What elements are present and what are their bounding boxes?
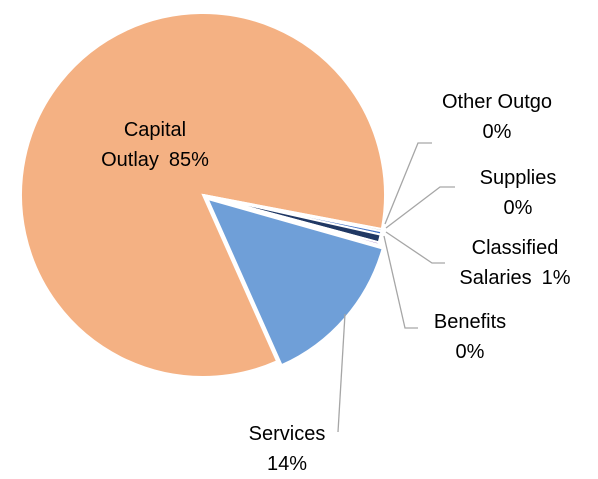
value-label: 1%: [541, 267, 571, 289]
category-label: Classified Salaries: [459, 237, 559, 289]
value-label: 0%: [482, 121, 512, 143]
value-label: 85%: [168, 149, 209, 171]
category-label: Supplies: [479, 167, 557, 189]
category-label: Services: [248, 423, 326, 445]
pie-slice: [202, 194, 380, 246]
data-label: Other Outgo 0%: [417, 87, 577, 147]
data-label: Classified Salaries 1%: [451, 233, 579, 293]
leader-line: [383, 235, 418, 329]
data-label: Services 14%: [217, 419, 357, 479]
data-label: Capital Outlay 85%: [94, 115, 216, 175]
data-label: Supplies 0%: [448, 163, 588, 223]
category-label: Benefits: [433, 311, 507, 333]
category-label: Capital Outlay: [101, 119, 187, 171]
leader-line: [385, 231, 445, 264]
value-label: 14%: [266, 453, 308, 475]
leader-line: [384, 142, 432, 225]
leader-line: [337, 313, 346, 433]
category-label: Other Outgo: [441, 91, 553, 113]
leader-line: [385, 186, 455, 229]
data-label: Benefits 0%: [400, 307, 540, 367]
value-label: 0%: [455, 341, 485, 363]
value-label: 0%: [503, 197, 533, 219]
